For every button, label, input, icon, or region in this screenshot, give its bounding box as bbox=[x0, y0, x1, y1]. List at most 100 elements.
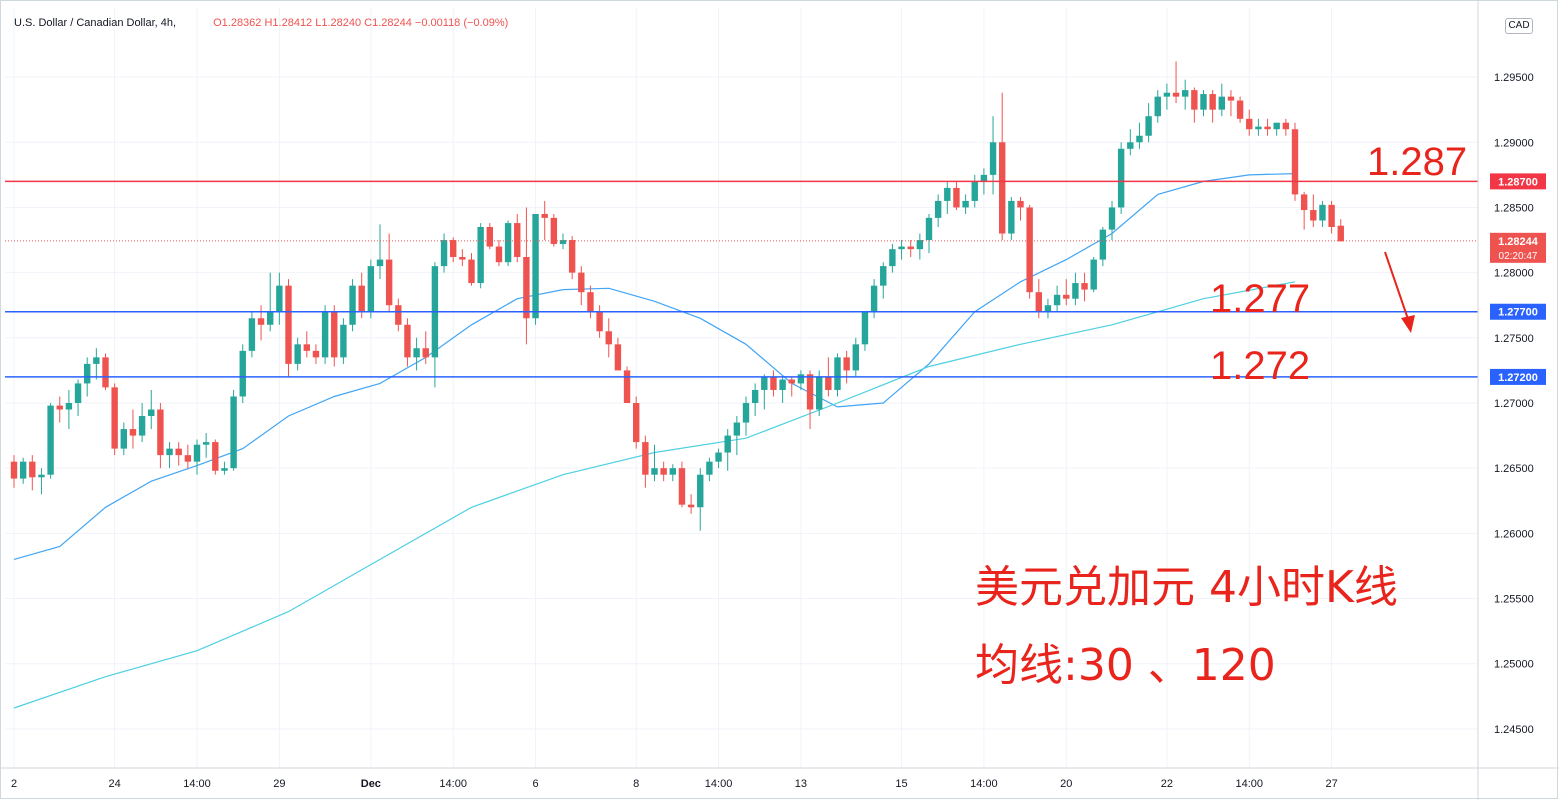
candle bbox=[1053, 285, 1061, 312]
candle-body bbox=[84, 363, 91, 384]
candle-body bbox=[825, 376, 832, 390]
x-tick-label: 14:00 bbox=[183, 778, 211, 790]
candle bbox=[358, 272, 365, 319]
candle bbox=[541, 200, 548, 241]
candle bbox=[1127, 129, 1134, 156]
candle-body bbox=[1017, 200, 1024, 208]
annotation-level-low: 1.272 bbox=[1210, 344, 1310, 388]
candle-body bbox=[184, 455, 192, 462]
candle bbox=[166, 442, 173, 469]
candle-body bbox=[157, 409, 164, 456]
candle-body bbox=[1072, 283, 1079, 299]
candle bbox=[450, 237, 457, 263]
annotation-level-high: 1.287 bbox=[1367, 140, 1467, 184]
candle-body bbox=[450, 240, 457, 257]
y-tick-label: 1.29500 bbox=[1494, 72, 1534, 84]
candle bbox=[660, 461, 667, 482]
candle bbox=[1300, 191, 1308, 230]
candle-body bbox=[1200, 94, 1207, 110]
candle bbox=[1191, 87, 1198, 123]
candle bbox=[742, 396, 750, 436]
candle-body bbox=[422, 348, 429, 358]
candle bbox=[816, 370, 823, 417]
y-tick-label: 1.28000 bbox=[1494, 268, 1534, 280]
candle bbox=[578, 266, 585, 306]
candle bbox=[559, 233, 567, 250]
candle bbox=[440, 233, 448, 273]
candle bbox=[925, 213, 933, 254]
candle bbox=[687, 494, 695, 514]
candle bbox=[1236, 96, 1244, 123]
candle bbox=[349, 279, 356, 332]
candle-body bbox=[1081, 283, 1088, 290]
level-price-label: 1.28700 bbox=[1498, 176, 1538, 188]
candle-body bbox=[1273, 122, 1280, 130]
x-tick-label: 2 bbox=[11, 778, 17, 790]
candle bbox=[504, 220, 512, 267]
candle bbox=[321, 305, 329, 364]
candle-body bbox=[1264, 126, 1271, 130]
candle bbox=[138, 402, 146, 443]
candle-body bbox=[660, 468, 667, 475]
candle bbox=[1063, 279, 1070, 306]
candle bbox=[1273, 122, 1280, 136]
ohlc-values: O1.28362 H1.28412 L1.28240 C1.28244 −0.0… bbox=[213, 17, 509, 29]
candle-body bbox=[1246, 118, 1253, 130]
candle-body bbox=[733, 422, 741, 436]
candle-body bbox=[861, 311, 869, 345]
candle-body bbox=[669, 468, 676, 475]
candle-body bbox=[38, 474, 45, 478]
currency-badge[interactable]: CAD bbox=[1505, 18, 1533, 34]
candle-body bbox=[568, 240, 576, 273]
candle-body bbox=[751, 389, 759, 403]
candle bbox=[1282, 118, 1290, 136]
candle bbox=[129, 409, 137, 449]
candle-body bbox=[1008, 200, 1015, 234]
candle bbox=[1337, 219, 1344, 242]
candle-body bbox=[1117, 148, 1125, 208]
candle bbox=[651, 444, 658, 482]
candle-body bbox=[651, 468, 658, 475]
candle bbox=[29, 455, 36, 491]
candle bbox=[944, 181, 951, 214]
candle-body bbox=[376, 259, 384, 267]
candle bbox=[56, 396, 63, 423]
level-price-label: 1.27200 bbox=[1498, 372, 1538, 384]
candle-body bbox=[852, 344, 859, 371]
candle-body bbox=[1035, 292, 1042, 312]
x-tick-label: 6 bbox=[532, 778, 538, 790]
x-tick-label: 29 bbox=[273, 778, 285, 790]
candle bbox=[1319, 200, 1326, 228]
down-arrow-annotation bbox=[1384, 251, 1415, 333]
candle bbox=[276, 272, 283, 325]
candle-body bbox=[257, 318, 265, 325]
candle bbox=[733, 416, 741, 456]
symbol-title[interactable]: U.S. Dollar / Canadian Dollar, 4h, bbox=[14, 17, 177, 29]
candle-body bbox=[1282, 122, 1290, 130]
level-price-tag bbox=[1490, 368, 1546, 385]
candle-body bbox=[761, 376, 768, 390]
candle-body bbox=[742, 402, 750, 423]
candle bbox=[1108, 200, 1116, 241]
candle-body bbox=[953, 187, 960, 208]
candle bbox=[193, 439, 201, 475]
candle-body bbox=[806, 374, 814, 410]
y-tick-label: 1.28500 bbox=[1494, 202, 1534, 214]
candle-body bbox=[294, 344, 301, 364]
candle-body bbox=[559, 240, 567, 244]
candle-body bbox=[230, 396, 237, 469]
x-tick-label: 24 bbox=[109, 778, 121, 790]
candle-body bbox=[1236, 100, 1244, 119]
candle-body bbox=[962, 200, 969, 208]
candle bbox=[468, 253, 475, 286]
candle bbox=[175, 442, 182, 466]
candle bbox=[633, 396, 640, 449]
y-tick-label: 1.27500 bbox=[1494, 333, 1534, 345]
candle-body bbox=[285, 285, 292, 364]
candle-body bbox=[1172, 92, 1180, 97]
candle bbox=[1017, 197, 1024, 221]
annotation-moving-average-note: 均线:30 、120 bbox=[975, 640, 1276, 691]
